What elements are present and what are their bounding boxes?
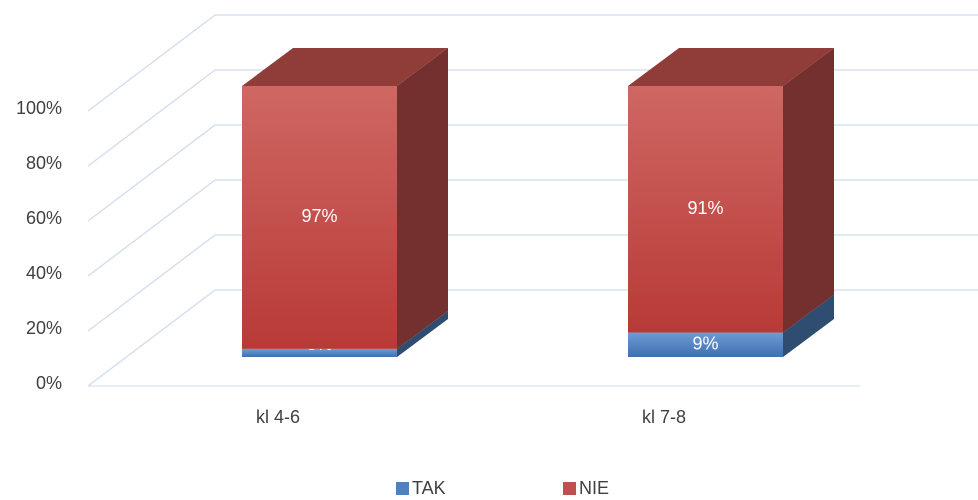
x-tick-label: kl 7-8 [642, 407, 686, 427]
bar-front [242, 86, 397, 349]
bar-front [242, 348, 397, 357]
y-tick-label: 0% [36, 373, 62, 393]
grid-line [87, 14, 978, 112]
bar-side [783, 48, 834, 333]
bar-front [628, 332, 783, 357]
legend-label: TAK [412, 478, 446, 498]
bar-top [242, 48, 448, 86]
bar-front [628, 86, 783, 333]
bar-side [783, 294, 834, 357]
grid-line [87, 289, 978, 387]
grid-line [87, 234, 978, 332]
y-tick-label: 20% [26, 318, 62, 338]
grid-line [87, 69, 978, 167]
bar-side [397, 48, 448, 349]
bar-top [628, 48, 834, 86]
grid-line [87, 179, 978, 277]
value-label: 9% [692, 334, 718, 354]
legend-swatch [563, 482, 576, 495]
legend-label: NIE [579, 478, 609, 498]
value-label: 91% [687, 198, 723, 218]
grid-line [87, 124, 978, 222]
y-tick-label: 100% [16, 98, 62, 118]
value-label: 97% [301, 206, 337, 226]
x-tick-label: kl 4-6 [256, 407, 300, 427]
legend-swatch [396, 482, 409, 495]
y-tick-label: 80% [26, 153, 62, 173]
y-tick-label: 60% [26, 208, 62, 228]
y-tick-label: 40% [26, 263, 62, 283]
bar-side [397, 310, 448, 357]
